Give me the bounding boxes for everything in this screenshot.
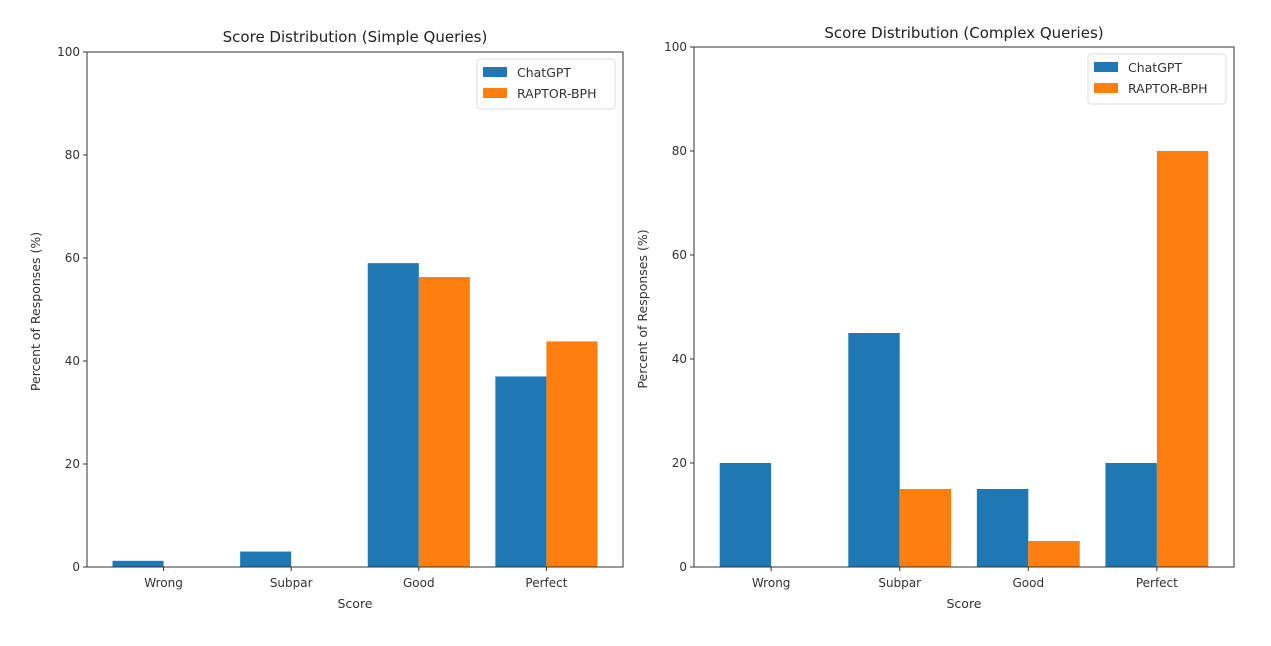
- bar-chatgpt-perfect: [495, 376, 547, 567]
- legend-label: ChatGPT: [517, 65, 571, 80]
- bar-chatgpt-wrong: [112, 560, 164, 567]
- y-tick-label: 80: [672, 144, 687, 158]
- x-tick-label: Good: [403, 576, 435, 590]
- x-tick-label: Perfect: [525, 576, 567, 590]
- y-tick-label: 60: [672, 248, 687, 262]
- y-tick-label: 20: [65, 457, 80, 471]
- chart-title: Score Distribution (Simple Queries): [223, 28, 488, 46]
- y-tick-label: 40: [65, 354, 80, 368]
- y-axis-label: Percent of Responses (%): [635, 229, 650, 388]
- legend-label: RAPTOR-BPH: [517, 86, 597, 101]
- legend-swatch: [483, 88, 507, 98]
- bar-chatgpt-wrong: [719, 463, 772, 567]
- x-axis-label: Score: [337, 596, 372, 611]
- x-tick-label: Subpar: [878, 576, 921, 590]
- chart-2: 0 20 40 60 80 100 Wrong Subpar Good Perfect Score …: [635, 24, 1235, 611]
- y-axis-label: Percent of Responses (%): [28, 232, 43, 391]
- bar-raptor-bph-good: [1028, 541, 1080, 567]
- x-tick-label: Good: [1012, 576, 1044, 590]
- legend: ChatGPT RAPTOR-BPH: [476, 58, 616, 110]
- x-tick-label: Perfect: [1136, 576, 1178, 590]
- legend-swatch: [483, 67, 507, 77]
- bar-chatgpt-subpar: [848, 333, 900, 567]
- legend: ChatGPT RAPTOR-BPH: [1087, 53, 1227, 105]
- legend-box: [1087, 53, 1227, 105]
- legend-label: ChatGPT: [1128, 60, 1182, 75]
- y-tick-label: 60: [65, 251, 80, 265]
- bar-chatgpt-good: [367, 263, 419, 567]
- x-tick-label: Wrong: [752, 576, 791, 590]
- y-tick-label: 100: [57, 45, 80, 59]
- x-tick-label: Subpar: [270, 576, 313, 590]
- axes-frame: [693, 46, 1235, 568]
- bar-raptor-bph-perfect: [1156, 151, 1209, 567]
- y-tick-label: 20: [672, 456, 687, 470]
- y-tick-label: 0: [679, 560, 687, 574]
- bar-raptor-bph-good: [418, 277, 470, 567]
- y-tick-label: 100: [664, 40, 687, 54]
- legend-label: RAPTOR-BPH: [1128, 81, 1208, 96]
- chart-1: 0 20 40 60 80 100 Wrong Subpar Good Perfect Score …: [28, 28, 624, 611]
- y-tick-label: 80: [65, 148, 80, 162]
- y-tick-label: 40: [672, 352, 687, 366]
- y-tick-label: 0: [72, 560, 80, 574]
- x-axis-label: Score: [946, 596, 981, 611]
- legend-swatch: [1094, 83, 1118, 93]
- legend-swatch: [1094, 62, 1118, 72]
- bar-chatgpt-subpar: [240, 551, 292, 567]
- bar-chatgpt-good: [976, 489, 1029, 567]
- bar-raptor-bph-subpar: [899, 489, 952, 567]
- legend-box: [476, 58, 616, 110]
- chart-title: Score Distribution (Complex Queries): [824, 24, 1103, 42]
- bar-raptor-bph-perfect: [546, 341, 598, 567]
- bar-chatgpt-perfect: [1105, 463, 1157, 567]
- axes-frame: [86, 51, 624, 568]
- x-tick-label: Wrong: [144, 576, 183, 590]
